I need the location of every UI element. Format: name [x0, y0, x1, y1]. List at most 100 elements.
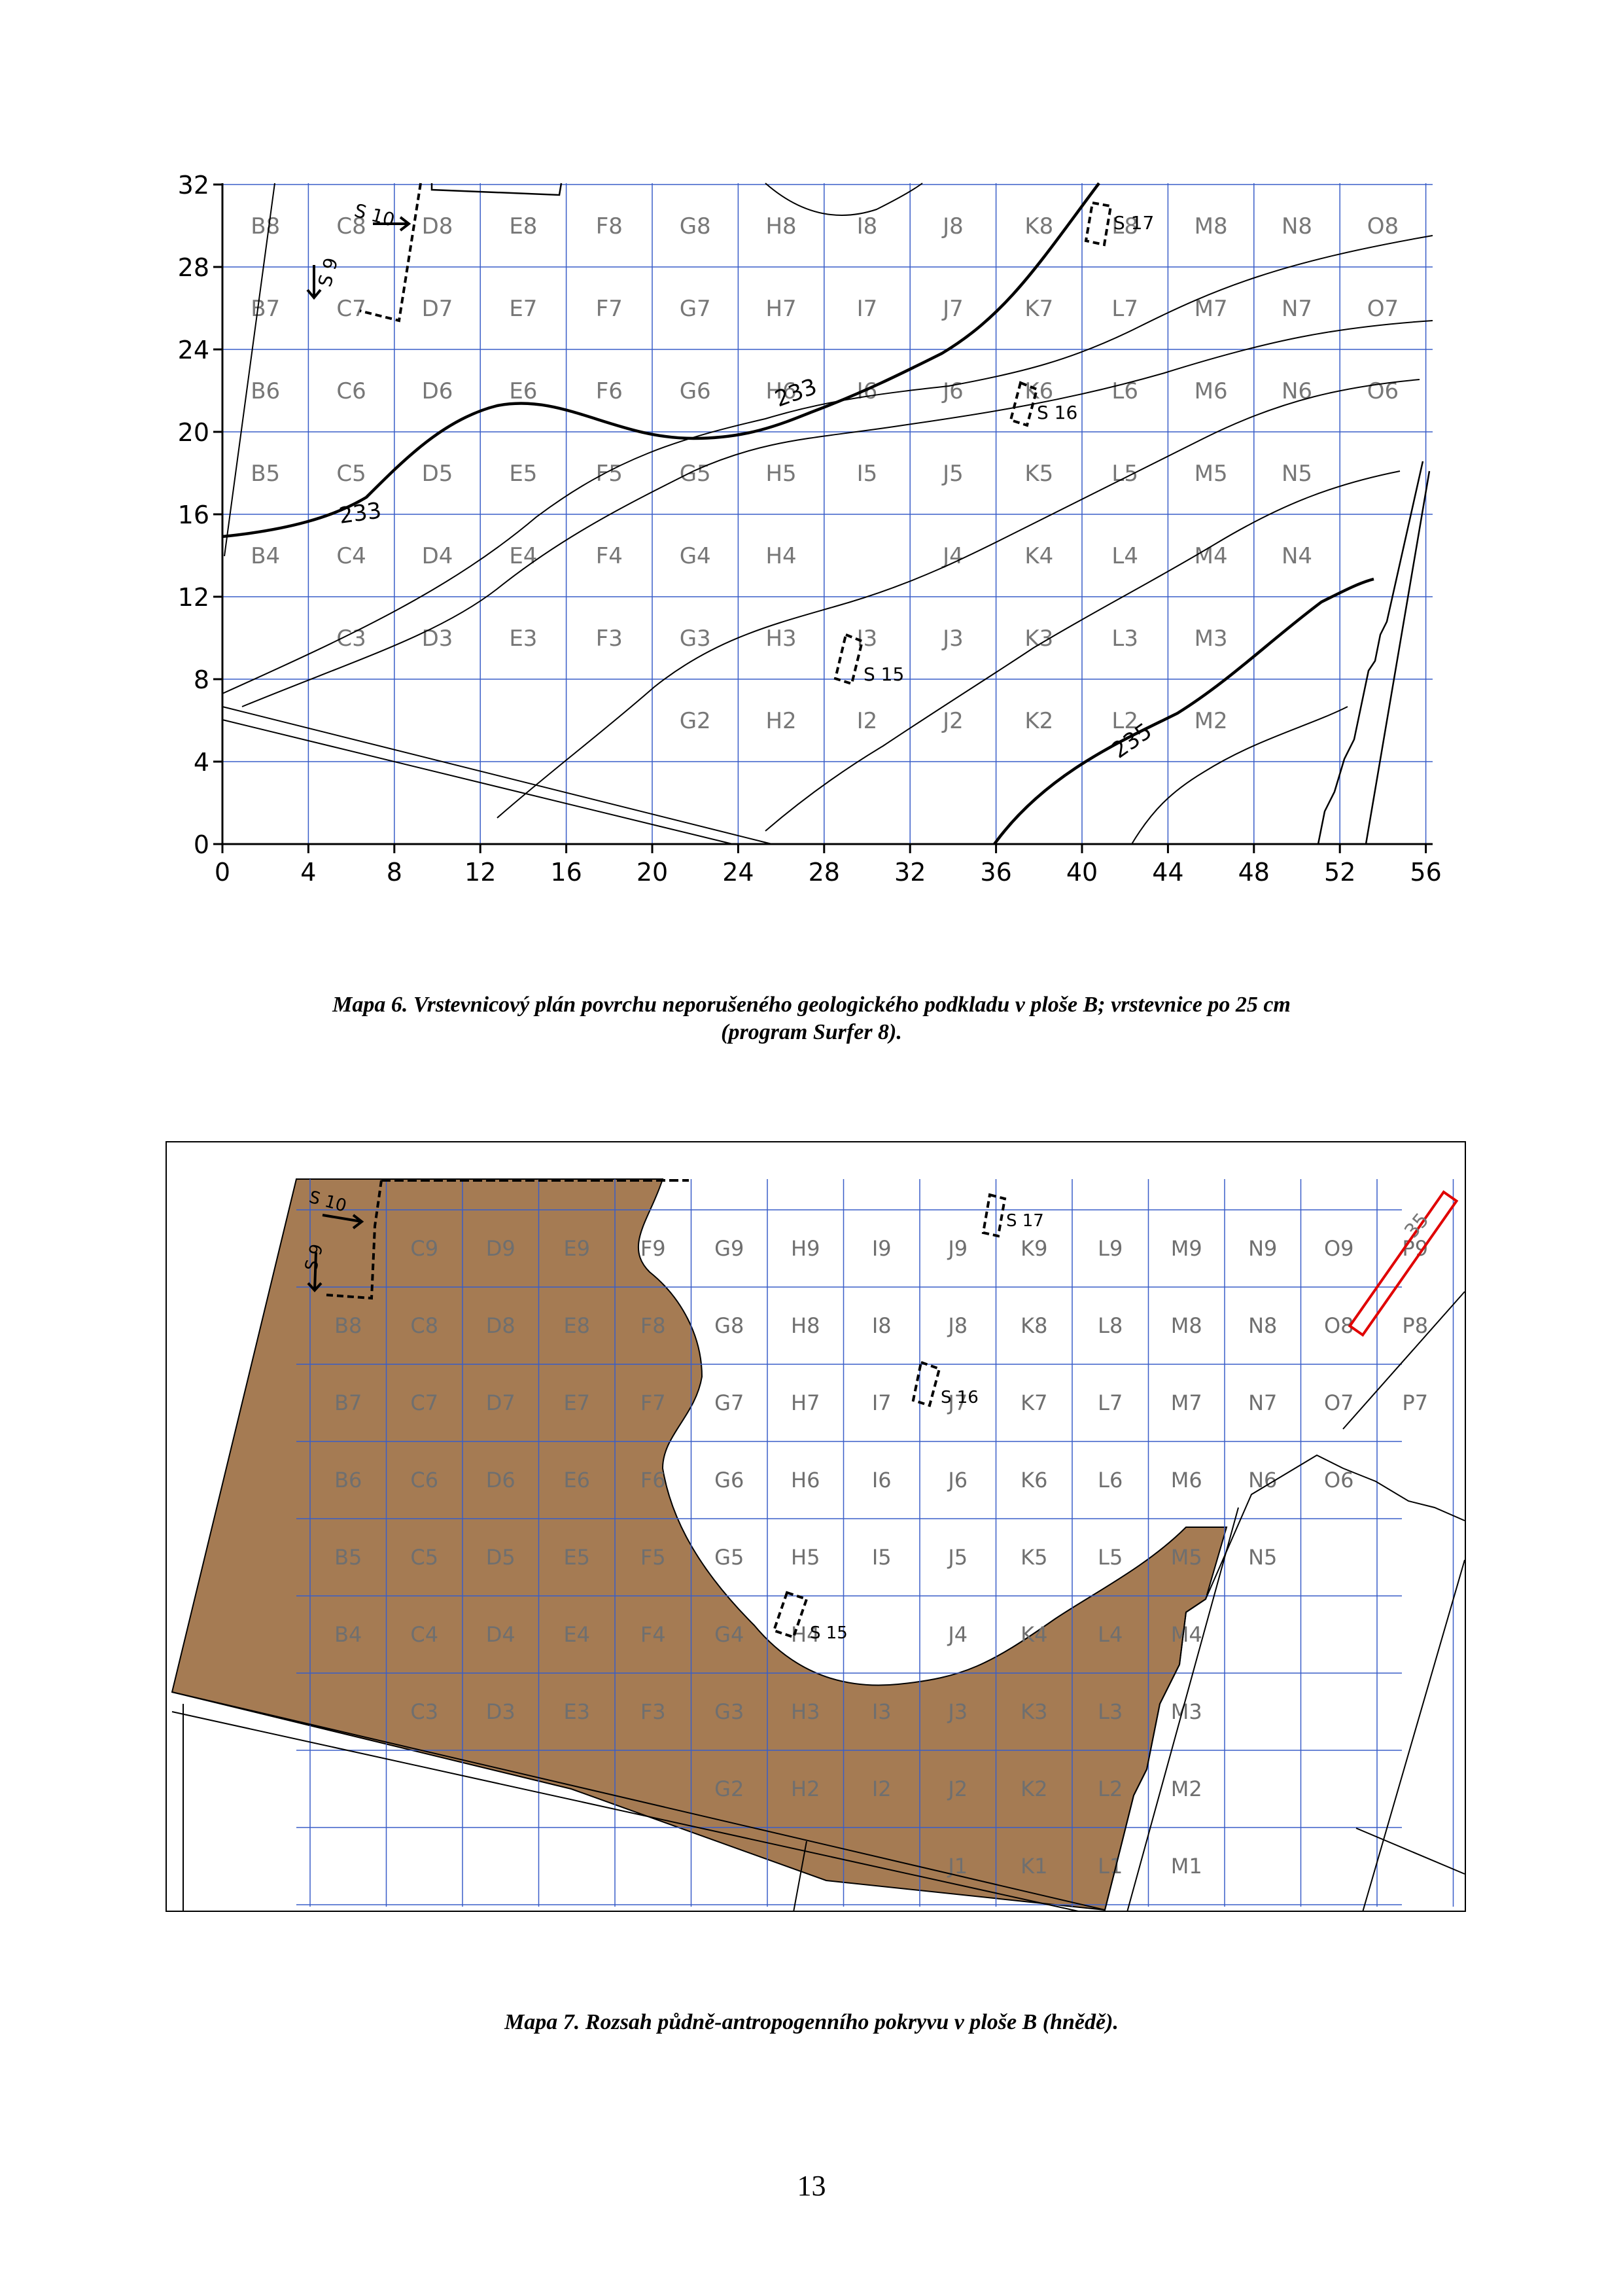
- map7-cell-label: J9: [947, 1236, 968, 1261]
- map7-cell-label: H7: [791, 1390, 820, 1415]
- map6-cell-label: K4: [1024, 543, 1053, 569]
- map6-east-wall: [1317, 461, 1431, 845]
- map6-cell-label: K8: [1024, 213, 1053, 239]
- map6-caption-line2: (program Surfer 8).: [721, 1020, 902, 1044]
- map6-x-tick-label: 12: [464, 858, 496, 887]
- map6-x-tick-label: 16: [550, 858, 582, 887]
- map6-cell-label: L3: [1111, 626, 1138, 652]
- contour-label-233: 233: [338, 497, 383, 529]
- map7-cell-label: P7: [1402, 1390, 1428, 1415]
- map6-cell-label: L6: [1111, 378, 1138, 404]
- map6-cell-label: F3: [596, 626, 623, 652]
- map6-x-tick-label: 44: [1152, 858, 1183, 887]
- map7-cell-label: J3: [947, 1699, 968, 1724]
- map7-cell-label: F7: [640, 1390, 666, 1415]
- map7-cell-label: N7: [1248, 1390, 1277, 1415]
- map6-cell-label: H2: [765, 708, 796, 734]
- map6-cell-label: H7: [765, 296, 796, 322]
- map6-cell-label: C5: [336, 461, 366, 487]
- map7-cell-label: G2: [714, 1776, 744, 1801]
- map7-cell-label: I5: [872, 1545, 892, 1570]
- map7-cell-label: L7: [1098, 1390, 1123, 1415]
- map6-cell-label: D8: [422, 213, 453, 239]
- map7-cell-label: K1: [1021, 1854, 1047, 1879]
- map6-cell-label: D4: [422, 543, 453, 569]
- map6-north-feature: [765, 183, 923, 216]
- map7-cell-label: M3: [1171, 1699, 1202, 1724]
- map7-cell-label: M2: [1171, 1776, 1202, 1801]
- map6-probes: [359, 183, 1113, 686]
- map6-cell-label: D6: [422, 378, 453, 404]
- map6-cell-label: E3: [509, 626, 537, 652]
- probe-label-s17: S 17: [1006, 1211, 1044, 1231]
- map6-cell-label: K2: [1024, 708, 1053, 734]
- map6-cell-label: L7: [1111, 296, 1138, 322]
- map7-cell-label: F3: [640, 1699, 666, 1724]
- map7-cell-label: B5: [334, 1545, 362, 1570]
- map6-y-ticks: 0 4 8 12 16 20 24 28 32: [178, 171, 222, 859]
- map7-road: [171, 1691, 1106, 1912]
- map7-cell-label: N6: [1248, 1468, 1277, 1492]
- map7-cell-label: P8: [1402, 1313, 1428, 1338]
- soil-cover-area: [171, 1178, 1228, 1911]
- map6-cell-label: G7: [680, 296, 711, 322]
- map7-cell-label: C9: [410, 1236, 438, 1261]
- map6-cell-label: G8: [680, 213, 711, 239]
- map7-cell-label: J6: [947, 1468, 968, 1492]
- map7-cell-label: I9: [872, 1236, 892, 1261]
- map7-cell-label: L9: [1098, 1236, 1123, 1261]
- map7-probes: [325, 1180, 1007, 1639]
- map7-east-wall: [1104, 1454, 1465, 1912]
- map6-cell-label: N6: [1282, 378, 1312, 404]
- map6-cell-label: H3: [765, 626, 796, 652]
- map6-cell-label: F7: [596, 296, 623, 322]
- map7-probe-arrows: [307, 1214, 364, 1292]
- map6-cell-label: M7: [1195, 296, 1228, 322]
- map7-cell-label: H6: [791, 1468, 820, 1492]
- map7-cell-label: F4: [640, 1622, 666, 1647]
- map7-cell-label: H2: [791, 1776, 820, 1801]
- map7-cell-label: G5: [714, 1545, 744, 1570]
- map7-cell-label: O6: [1324, 1468, 1354, 1492]
- map6-x-tick-label: 0: [215, 858, 230, 887]
- map7-cell-label: E8: [563, 1313, 590, 1338]
- map7-cell-label: D7: [486, 1390, 515, 1415]
- map7-cell-label: G3: [714, 1699, 744, 1724]
- probe-label-s15: S 15: [864, 663, 904, 685]
- map6-cell-label: O7: [1367, 296, 1399, 322]
- map6-probe-arrows: [306, 216, 411, 300]
- map6-cell-label: I7: [857, 296, 878, 322]
- map6-cell-label: H8: [765, 213, 796, 239]
- map7-cell-label: I3: [872, 1699, 892, 1724]
- map7-cell-label: K2: [1021, 1776, 1047, 1801]
- map6-cell-label: B8: [251, 213, 280, 239]
- map7-cell-label: M9: [1171, 1236, 1202, 1261]
- map7-cell-label: M4: [1171, 1622, 1202, 1647]
- map6-caption: Mapa 6. Vrstevnicový plán povrchu neporu…: [0, 991, 1623, 1046]
- map7-cell-label: K7: [1021, 1390, 1047, 1415]
- map7-cell-label: M1: [1171, 1854, 1202, 1879]
- map7-cell-label: I2: [872, 1776, 892, 1801]
- map6-west-boundary: [224, 183, 275, 557]
- map6-y-tick-label: 28: [178, 253, 209, 282]
- map7-cell-label: B4: [334, 1622, 362, 1647]
- map6-cell-label: M3: [1195, 626, 1228, 652]
- map7-cell-label: L5: [1098, 1545, 1123, 1570]
- map6-cell-label: E5: [509, 461, 537, 487]
- map7-cell-label: F5: [640, 1545, 666, 1570]
- map7-caption: Mapa 7. Rozsah půdně-antropogenního pokr…: [504, 2010, 1119, 2034]
- map6-cell-label: M4: [1195, 543, 1228, 569]
- map6-x-ticks: 0 4 8 12 16 20 24 28 32 36 40 44 48 52 56: [215, 844, 1442, 887]
- map6-cell-label: L8: [1111, 213, 1138, 239]
- map7-cell-label: C3: [410, 1699, 438, 1724]
- map6-x-tick-label: 24: [722, 858, 754, 887]
- map7-cell-label: E3: [563, 1699, 590, 1724]
- map6-x-tick-label: 40: [1066, 858, 1098, 887]
- map7-cell-label: N9: [1248, 1236, 1277, 1261]
- map6-cell-label: I2: [857, 708, 878, 734]
- map6-y-tick-label: 8: [194, 665, 209, 694]
- map7-cell-label: H8: [791, 1313, 820, 1338]
- map6-cell-label: J8: [941, 213, 964, 239]
